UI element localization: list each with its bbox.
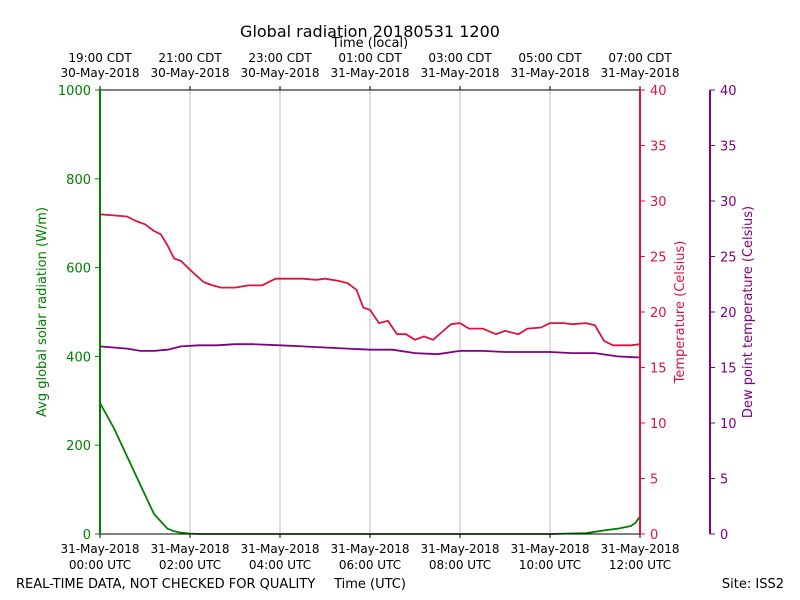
dew-point-y-tick-label: 30 xyxy=(720,195,737,210)
x-tick-label-date: 31-May-2018 xyxy=(240,542,319,556)
dew-point-y-tick-label: 0 xyxy=(720,528,728,543)
left-y-tick-label: 800 xyxy=(66,173,91,188)
temperature-y-tick-label: 30 xyxy=(650,195,667,210)
x-tick-label-date: 31-May-2018 xyxy=(150,542,229,556)
x-tick-label-time: 08:00 UTC xyxy=(429,558,491,572)
temperature-axis-label: Temperature (Celsius) xyxy=(673,241,688,385)
left-y-tick-label: 0 xyxy=(83,528,91,543)
temperature-y-tick-label: 0 xyxy=(650,528,658,543)
top-tick-label-date: 30-May-2018 xyxy=(240,66,319,80)
x-tick-label-time: 10:00 UTC xyxy=(519,558,581,572)
quality-disclaimer: REAL-TIME DATA, NOT CHECKED FOR QUALITY xyxy=(16,577,315,592)
temperature-y-tick-label: 15 xyxy=(650,362,667,377)
chart-title: Global radiation 20180531 1200 xyxy=(240,22,500,41)
x-tick-label-date: 31-May-2018 xyxy=(330,542,409,556)
top-tick-label-time: 03:00 CDT xyxy=(428,51,492,65)
top-tick-label-date: 31-May-2018 xyxy=(330,66,409,80)
top-axis-label: Time (local) xyxy=(331,36,408,51)
temperature-y-tick-label: 10 xyxy=(650,417,667,432)
top-tick-label-time: 23:00 CDT xyxy=(248,51,312,65)
x-tick-label-date: 31-May-2018 xyxy=(600,542,679,556)
top-tick-label-date: 31-May-2018 xyxy=(600,66,679,80)
x-tick-label-time: 12:00 UTC xyxy=(609,558,671,572)
x-tick-label-time: 02:00 UTC xyxy=(159,558,221,572)
x-tick-label-date: 31-May-2018 xyxy=(60,542,139,556)
dew-point-y-tick-label: 15 xyxy=(720,362,737,377)
top-tick-label-date: 31-May-2018 xyxy=(420,66,499,80)
top-tick-label-date: 31-May-2018 xyxy=(510,66,589,80)
x-tick-label-date: 31-May-2018 xyxy=(510,542,589,556)
left-y-tick-label: 600 xyxy=(66,262,91,277)
top-tick-label-date: 30-May-2018 xyxy=(150,66,229,80)
top-tick-label-time: 21:00 CDT xyxy=(158,51,222,65)
x-tick-label-time: 04:00 UTC xyxy=(249,558,311,572)
dew-point-y-tick-label: 20 xyxy=(720,306,737,321)
temperature-y-tick-label: 20 xyxy=(650,306,667,321)
left-y-tick-label: 200 xyxy=(66,439,91,454)
dew-point-axis-label: Dew point temperature (Celsius) xyxy=(741,206,756,418)
dew-point-y-tick-label: 40 xyxy=(720,84,737,99)
left-axis-label: Avg global solar radiation (W/m) xyxy=(35,207,50,417)
dew-point-y-tick-label: 10 xyxy=(720,417,737,432)
x-tick-label-time: 00:00 UTC xyxy=(69,558,131,572)
top-tick-label-time: 07:00 CDT xyxy=(608,51,672,65)
x-tick-label-time: 06:00 UTC xyxy=(339,558,401,572)
top-tick-label-time: 19:00 CDT xyxy=(68,51,132,65)
left-y-tick-label: 1000 xyxy=(58,84,91,99)
x-tick-label-date: 31-May-2018 xyxy=(420,542,499,556)
top-tick-label-date: 30-May-2018 xyxy=(60,66,139,80)
temperature-y-tick-label: 35 xyxy=(650,140,667,155)
axis-ticks: 31-May-2018 00:00 UTC 31-May-2018 02:00 UTC… xyxy=(58,51,737,572)
vertical-gridlines xyxy=(189,90,551,534)
temperature-y-tick-label: 5 xyxy=(650,473,658,488)
left-y-tick-label: 400 xyxy=(66,350,91,365)
dew-point-y-tick-label: 35 xyxy=(720,140,737,155)
dew-point-y-tick-label: 25 xyxy=(720,251,737,266)
dew-point-y-tick-label: 5 xyxy=(720,473,728,488)
top-tick-label-time: 05:00 CDT xyxy=(518,51,582,65)
temperature-line xyxy=(99,213,641,347)
site-label: Site: ISS2 xyxy=(722,577,784,592)
top-tick-label-time: 01:00 CDT xyxy=(338,51,402,65)
bottom-axis-label: Time (UTC) xyxy=(333,577,406,592)
temperature-y-tick-label: 25 xyxy=(650,251,667,266)
dew-point-line xyxy=(99,343,641,359)
temperature-y-tick-label: 40 xyxy=(650,84,667,99)
